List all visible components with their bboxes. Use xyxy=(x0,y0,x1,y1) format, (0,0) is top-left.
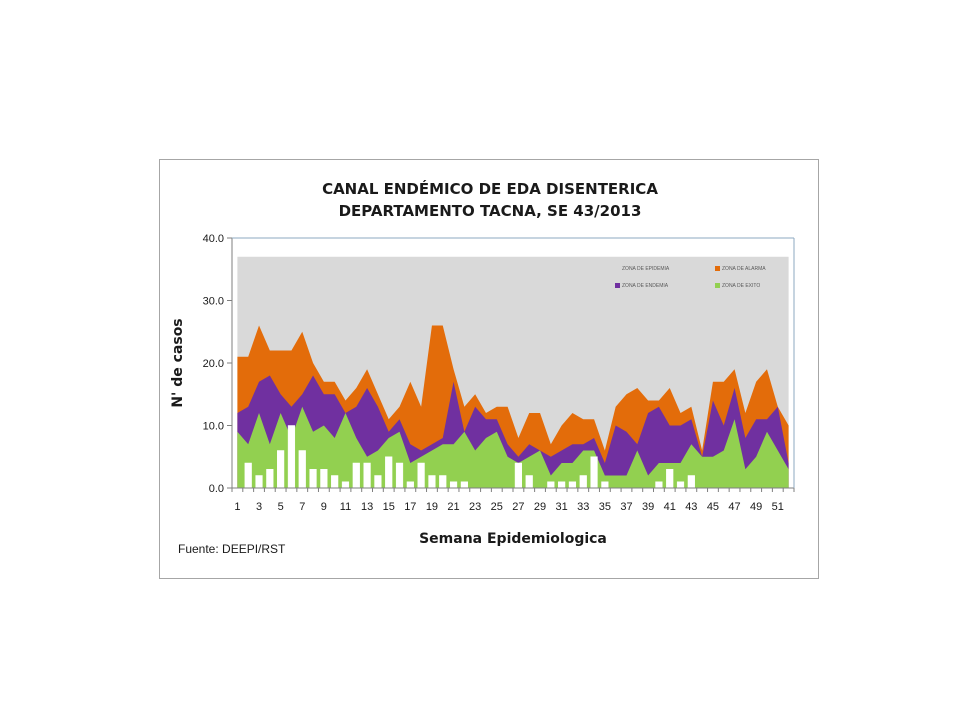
bar-week-22 xyxy=(460,481,468,489)
x-tick-label: 49 xyxy=(750,501,762,513)
chart-title: CANAL ENDÉMICO DE EDA DISENTERICA DEPART… xyxy=(160,178,820,222)
x-tick-label: 35 xyxy=(599,501,611,513)
x-tick-label: 47 xyxy=(728,501,740,513)
x-tick-label: 51 xyxy=(772,501,784,513)
bar-week-35 xyxy=(601,481,609,489)
bar-week-32 xyxy=(568,481,577,489)
x-tick-label: 29 xyxy=(534,501,546,513)
bar-week-9 xyxy=(320,469,328,489)
x-axis-title: Semana Epidemiologica xyxy=(419,531,607,547)
bar-week-5 xyxy=(277,450,285,489)
x-tick-label: 3 xyxy=(256,501,262,513)
bar-week-14 xyxy=(374,475,382,489)
bar-week-28 xyxy=(525,475,533,489)
x-tick-label: 7 xyxy=(299,501,305,513)
bar-week-16 xyxy=(395,462,404,489)
bar-week-27 xyxy=(514,462,522,489)
y-tick-label: 40.0 xyxy=(203,233,224,245)
axes-group: 0.010.020.030.040.01 3 5 7 9 11 13 15 17 19 21 23 25… xyxy=(203,233,795,513)
legend-swatch-zona-de-endemia xyxy=(615,283,620,288)
bar-week-12 xyxy=(352,462,360,489)
x-tick-label: 23 xyxy=(469,501,481,513)
x-tick-label: 37 xyxy=(620,501,632,513)
area-zona-de-exito xyxy=(237,406,789,488)
legend-label-zona-de-endemia: ZONA DE ENDEMIA xyxy=(622,283,669,289)
legend-swatch-zona-de-alarma xyxy=(715,266,720,271)
bar-week-43 xyxy=(687,475,695,489)
x-tick-label: 13 xyxy=(361,501,373,513)
x-tick-label: 33 xyxy=(577,501,589,513)
x-tick-label: 31 xyxy=(556,501,568,513)
x-tick-label: 25 xyxy=(491,501,503,513)
chart-canvas: 0.010.020.030.040.01 3 5 7 9 11 13 15 17 19 21 23 25… xyxy=(170,233,795,547)
legend-swatch-zona-de-exito xyxy=(715,283,720,288)
bar-week-30 xyxy=(547,481,555,489)
bar-week-33 xyxy=(579,475,587,489)
legend-swatch-zona-de-epidemia xyxy=(615,266,620,271)
bar-week-42 xyxy=(676,481,685,489)
bar-week-18 xyxy=(417,462,425,489)
x-tick-label: 17 xyxy=(404,501,416,513)
bar-week-19 xyxy=(428,475,436,489)
chart-title-line2: DEPARTAMENTO TACNA, SE 43/2013 xyxy=(338,202,642,220)
x-tick-label: 43 xyxy=(685,501,697,513)
bar-week-31 xyxy=(558,481,566,489)
x-tick-label: 41 xyxy=(664,501,676,513)
x-tick-label: 27 xyxy=(512,501,524,513)
x-tick-label: 45 xyxy=(707,501,719,513)
bar-week-8 xyxy=(309,469,317,489)
bar-week-7 xyxy=(298,450,306,489)
x-tick-label: 9 xyxy=(321,501,327,513)
bar-week-15 xyxy=(385,456,393,489)
legend-label-zona-de-alarma: ZONA DE ALARMA xyxy=(722,266,766,272)
bar-week-40 xyxy=(655,481,663,489)
y-tick-label: 10.0 xyxy=(203,421,224,433)
chart-frame: CANAL ENDÉMICO DE EDA DISENTERICA DEPART… xyxy=(159,159,819,579)
bar-week-41 xyxy=(666,469,674,489)
bar-week-2 xyxy=(244,462,252,489)
bar-week-10 xyxy=(331,475,339,489)
y-tick-label: 30.0 xyxy=(203,296,224,308)
y-axis-title: N' de casos xyxy=(170,318,186,407)
bar-week-3 xyxy=(255,475,263,489)
bar-week-6 xyxy=(287,425,296,489)
x-tick-label: 5 xyxy=(278,501,284,513)
bar-week-34 xyxy=(590,456,598,489)
bar-week-21 xyxy=(449,481,458,489)
bar-week-11 xyxy=(341,481,350,489)
x-tick-label: 39 xyxy=(642,501,654,513)
y-tick-label: 0.0 xyxy=(209,483,224,495)
x-tick-label: 11 xyxy=(340,501,351,513)
bar-week-17 xyxy=(406,481,414,489)
x-tick-label: 21 xyxy=(447,501,459,513)
source-note: Fuente: DEEPI/RST xyxy=(178,542,286,556)
x-tick-label: 15 xyxy=(383,501,395,513)
x-tick-label: 19 xyxy=(426,501,438,513)
legend: ZONA DE EPIDEMIA ZONA DE ALARMA ZONA DE EN… xyxy=(615,266,766,289)
bar-week-20 xyxy=(439,475,447,489)
area-series-group xyxy=(237,325,789,488)
y-tick-label: 20.0 xyxy=(203,358,224,370)
legend-label-zona-de-exito: ZONA DE EXITO xyxy=(722,283,760,289)
chart-title-line1: CANAL ENDÉMICO DE EDA DISENTERICA xyxy=(322,180,658,198)
bar-series-group xyxy=(244,425,695,489)
x-tick-label: 1 xyxy=(234,501,240,513)
legend-label-zona-de-epidemia: ZONA DE EPIDEMIA xyxy=(622,266,670,272)
bar-week-4 xyxy=(266,469,274,489)
bar-week-13 xyxy=(363,462,371,489)
